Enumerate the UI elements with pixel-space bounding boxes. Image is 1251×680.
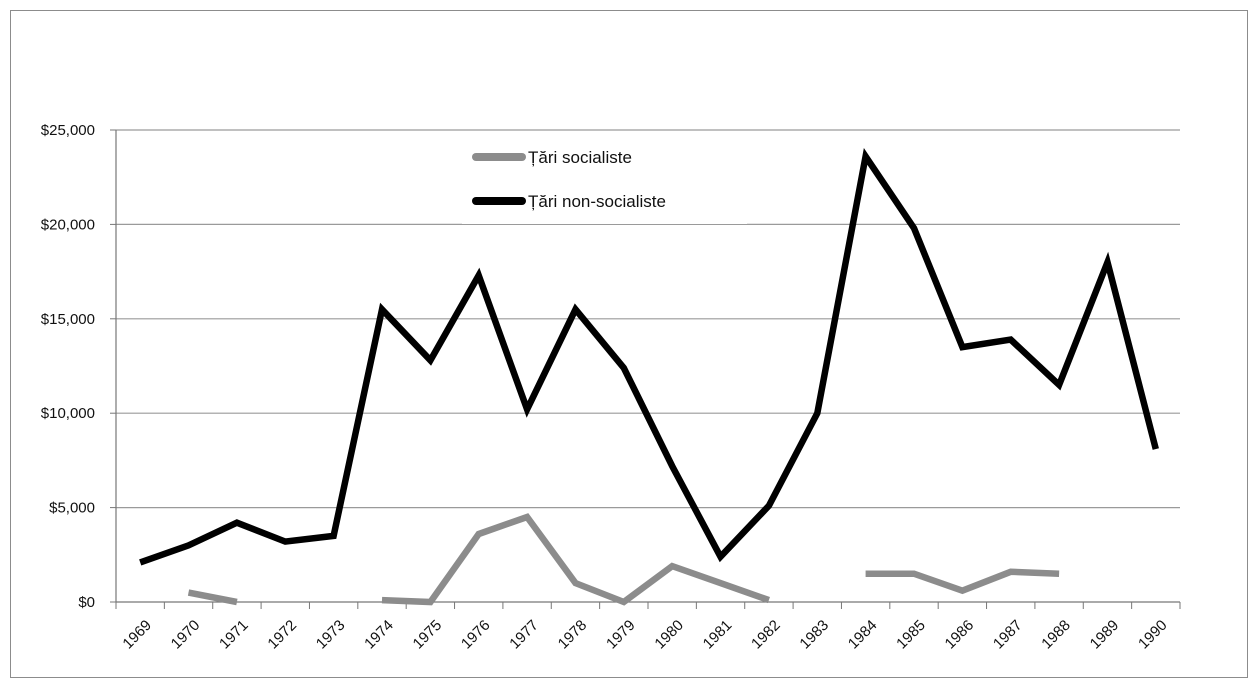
y-tick-label: $25,000 [41, 122, 95, 139]
y-tick-label: $15,000 [41, 311, 95, 328]
series-lines [139, 148, 1159, 606]
x-tick-label: 1984 [845, 617, 881, 653]
x-tick-label: 1986 [942, 617, 978, 653]
x-tick-label: 1970 [168, 617, 204, 653]
series-line-socialist [865, 568, 1060, 595]
y-tick-label: $10,000 [41, 405, 95, 422]
x-tick-label: 1989 [1087, 617, 1123, 653]
legend: Țări socialiste Țări non-socialiste [462, 138, 747, 224]
x-tick-label: 1974 [361, 617, 397, 653]
series-line-socialist [381, 513, 770, 606]
y-tick-label: $0 [78, 594, 95, 611]
chart-frame [10, 10, 1248, 678]
x-tick-label: 1981 [700, 617, 736, 653]
y-axis-ticks: $0 $5,000 $10,000 $15,000 $20,000 $25,000 [41, 122, 116, 611]
y-tick-label: $20,000 [41, 216, 95, 233]
x-tick-label: 1977 [506, 617, 542, 653]
x-tick-label: 1971 [216, 617, 252, 653]
series-line-socialist [187, 589, 238, 606]
x-tick-label: 1973 [313, 617, 349, 653]
x-tick-label: 1979 [603, 617, 639, 653]
legend-background [462, 138, 747, 224]
x-tick-label: 1990 [1135, 617, 1171, 653]
x-tick-label: 1980 [651, 617, 687, 653]
x-tick-label: 1978 [555, 617, 591, 653]
x-tick-label: 1975 [410, 617, 446, 653]
x-tick-label: 1982 [748, 617, 784, 653]
x-axis-ticks: 1969 1970 1971 1972 1973 1974 1975 1976 1977 1978… [115, 602, 1181, 653]
x-tick-label: 1987 [990, 617, 1026, 653]
x-tick-label: 1985 [893, 617, 929, 653]
x-tick-label: 1972 [264, 617, 300, 653]
legend-label-non-socialist: Țări non-socialiste [528, 192, 666, 211]
y-tick-label: $5,000 [49, 500, 95, 517]
x-tick-label: 1969 [119, 617, 155, 653]
x-tick-label: 1983 [796, 617, 832, 653]
legend-label-socialist: Țări socialiste [528, 148, 632, 167]
x-tick-label: 1976 [458, 617, 494, 653]
x-tick-label: 1988 [1038, 617, 1074, 653]
series-line-non-socialist [139, 148, 1159, 566]
